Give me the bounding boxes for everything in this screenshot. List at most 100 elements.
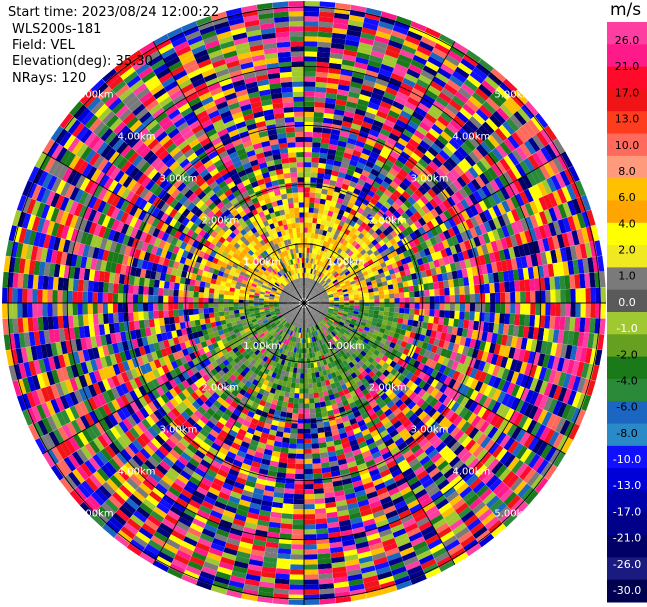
velocity-gate xyxy=(300,358,304,364)
velocity-gate xyxy=(369,295,375,300)
velocity-gate xyxy=(409,115,422,126)
velocity-gate xyxy=(359,276,366,282)
velocity-gate xyxy=(352,335,359,342)
velocity-gate xyxy=(339,243,346,250)
velocity-gate xyxy=(322,310,328,314)
velocity-gate xyxy=(468,442,480,455)
velocity-gate xyxy=(371,231,379,239)
velocity-gate xyxy=(290,423,298,429)
velocity-gate xyxy=(390,273,397,280)
velocity-gate xyxy=(319,1,336,8)
velocity-gate xyxy=(313,122,323,128)
velocity-gate xyxy=(562,217,572,233)
velocity-gate xyxy=(528,186,539,201)
velocity-gate xyxy=(330,262,336,268)
velocity-gate xyxy=(475,108,489,122)
velocity-gate xyxy=(377,25,393,35)
velocity-gate xyxy=(305,293,307,299)
velocity-gate xyxy=(342,313,348,317)
velocity-gate xyxy=(340,204,347,211)
velocity-gate xyxy=(443,366,452,376)
velocity-gate xyxy=(290,569,304,575)
velocity-gate xyxy=(447,227,456,238)
velocity-gate xyxy=(504,184,515,198)
velocity-gate xyxy=(319,224,325,231)
velocity-gate xyxy=(442,175,453,186)
velocity-gate xyxy=(462,123,475,136)
velocity-gate xyxy=(312,286,317,292)
velocity-gate xyxy=(388,268,395,275)
velocity-gate xyxy=(304,388,309,394)
velocity-gate xyxy=(401,220,410,229)
velocity-gate xyxy=(332,191,340,198)
velocity-gate xyxy=(315,71,328,78)
velocity-gate xyxy=(316,66,329,73)
velocity-gate xyxy=(319,314,325,319)
velocity-gate xyxy=(305,288,308,294)
velocity-gate xyxy=(377,286,384,292)
velocity-gate xyxy=(309,247,313,254)
velocity-gate xyxy=(311,152,320,158)
velocity-gate xyxy=(484,439,496,452)
velocity-gate xyxy=(438,417,449,428)
velocity-gate xyxy=(401,190,411,200)
velocity-gate xyxy=(456,111,469,124)
velocity-gate xyxy=(353,310,359,315)
velocity-gate xyxy=(356,51,371,60)
velocity-gate xyxy=(383,176,393,185)
velocity-gate xyxy=(590,287,596,303)
velocity-gate xyxy=(357,246,364,253)
velocity-gate xyxy=(313,299,319,301)
velocity-gate xyxy=(313,207,319,214)
velocity-gate xyxy=(488,375,497,387)
velocity-gate xyxy=(530,290,536,303)
velocity-gate xyxy=(410,152,422,163)
velocity-gate xyxy=(304,378,309,384)
velocity-gate xyxy=(475,464,488,478)
velocity-gate xyxy=(323,275,328,281)
velocity-gate xyxy=(402,250,410,258)
velocity-gate xyxy=(524,202,535,217)
velocity-gate xyxy=(536,149,548,165)
velocity-gate xyxy=(444,409,455,421)
velocity-gate xyxy=(308,278,311,284)
velocity-gate xyxy=(277,548,292,555)
velocity-gate xyxy=(512,269,520,281)
velocity-gate xyxy=(318,260,323,267)
velocity-gate xyxy=(580,288,586,303)
velocity-gate xyxy=(342,325,348,331)
velocity-gate xyxy=(561,358,570,374)
velocity-gate xyxy=(362,252,370,259)
velocity-gate xyxy=(454,66,470,79)
velocity-gate xyxy=(317,234,323,240)
velocity-gate xyxy=(449,295,455,303)
velocity-gate xyxy=(432,100,446,112)
velocity-gate xyxy=(293,398,299,404)
velocity-gate xyxy=(375,278,382,284)
velocity-gate xyxy=(326,289,332,293)
velocity-gate xyxy=(369,299,375,303)
velocity-gate xyxy=(590,224,600,241)
velocity-gate xyxy=(306,353,310,359)
velocity-gate xyxy=(319,203,325,210)
velocity-gate xyxy=(485,117,499,132)
velocity-gate xyxy=(428,261,436,269)
velocity-gate xyxy=(550,175,562,191)
velocity-gate xyxy=(354,199,362,208)
velocity-gate xyxy=(345,337,351,344)
velocity-gate xyxy=(308,305,313,309)
velocity-gate xyxy=(375,370,383,378)
velocity-gate xyxy=(401,385,410,394)
velocity-gate xyxy=(492,481,506,495)
velocity-gate xyxy=(434,181,445,192)
velocity-gate xyxy=(368,272,375,278)
velocity-gate xyxy=(354,305,360,309)
velocity-gate xyxy=(344,298,350,301)
velocity-gate xyxy=(315,282,320,288)
velocity-gate xyxy=(553,205,563,221)
velocity-gate xyxy=(442,160,454,172)
velocity-gate xyxy=(311,292,316,297)
velocity-gate xyxy=(532,438,544,454)
velocity-gate xyxy=(498,344,506,357)
velocity-gate xyxy=(354,267,361,273)
